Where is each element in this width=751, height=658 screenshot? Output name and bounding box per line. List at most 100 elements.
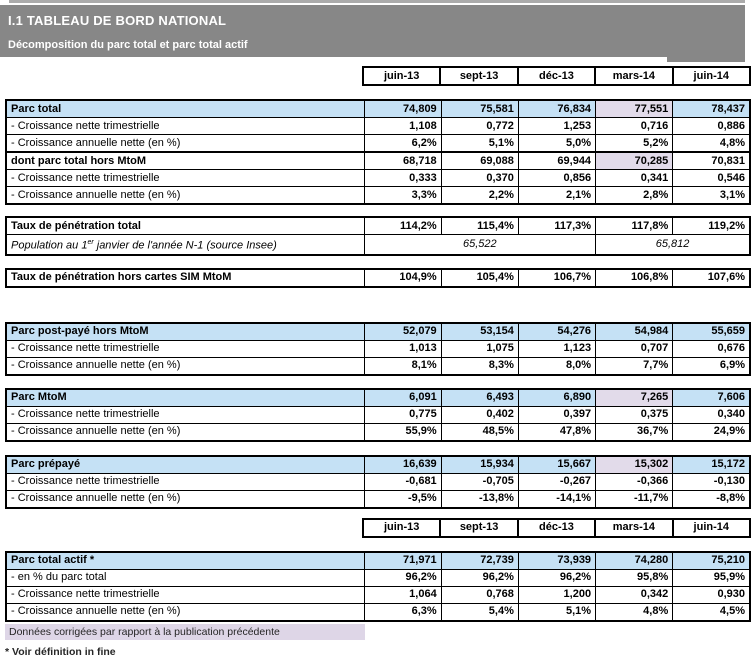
column-header-row-bottom: juin-13 sept-13 déc-13 mars-14 juin-14 bbox=[5, 517, 751, 538]
value-cell: 70,831 bbox=[672, 151, 751, 170]
row-label: Parc post-payé hors MtoM bbox=[5, 322, 365, 341]
value-cell: 5,4% bbox=[440, 602, 519, 622]
table-taux-penetration-hors-mtom: Taux de pénétration hors cartes SIM MtoM… bbox=[5, 267, 751, 288]
row-label: - Croissance annuelle nette (en %) bbox=[5, 134, 365, 153]
value-cell: 96,2% bbox=[517, 568, 597, 587]
value-cell: 107,6% bbox=[672, 268, 751, 288]
value-cell: 15,172 bbox=[672, 455, 751, 474]
value-cell: 53,154 bbox=[440, 322, 519, 341]
value-cell-corrected: 70,285 bbox=[595, 151, 674, 170]
value-cell: 55,659 bbox=[672, 322, 751, 341]
table-row: Taux de pénétration hors cartes SIM MtoM… bbox=[5, 268, 751, 288]
value-cell: 68,718 bbox=[363, 151, 442, 170]
value-cell: 5,1% bbox=[517, 602, 597, 622]
table-row: Population au 1er janvier de l'année N-1… bbox=[5, 233, 751, 256]
value-cell: 1,253 bbox=[517, 117, 597, 135]
value-cell: 96,2% bbox=[440, 568, 519, 587]
value-cell: 69,088 bbox=[440, 151, 519, 170]
value-cell: 1,200 bbox=[517, 585, 597, 604]
value-cell: 0,886 bbox=[672, 117, 751, 135]
column-header: mars-14 bbox=[594, 66, 674, 86]
value-cell: 0,342 bbox=[595, 585, 674, 604]
value-cell: 0,856 bbox=[517, 169, 597, 187]
value-cell: 6,493 bbox=[440, 388, 519, 407]
value-cell: 0,341 bbox=[595, 169, 674, 187]
value-cell: 0,546 bbox=[672, 169, 751, 187]
value-cell: 1,064 bbox=[363, 585, 442, 604]
value-cell: 95,9% bbox=[672, 568, 751, 587]
blank-cell bbox=[5, 67, 363, 85]
value-cell: 72,739 bbox=[440, 551, 519, 570]
value-cell: 71,971 bbox=[363, 551, 442, 570]
table-parc-total-actif: Parc total actif * 71,971 72,739 73,939 … bbox=[5, 550, 751, 622]
row-label: Taux de pénétration hors cartes SIM MtoM bbox=[5, 268, 365, 288]
table-row: - Croissance annuelle nette (en %) -9,5%… bbox=[5, 489, 751, 509]
table-row: Parc post-payé hors MtoM 52,079 53,154 5… bbox=[5, 322, 751, 341]
value-cell: 7,606 bbox=[672, 388, 751, 407]
column-header-row-top: juin-13 sept-13 déc-13 mars-14 juin-14 bbox=[5, 66, 751, 86]
value-cell: 15,667 bbox=[517, 455, 597, 474]
value-cell: 104,9% bbox=[363, 268, 442, 288]
table-row: Parc total 74,809 75,581 76,834 77,551 7… bbox=[5, 99, 751, 118]
value-cell: 24,9% bbox=[672, 422, 751, 442]
table-row: juin-13 sept-13 déc-13 mars-14 juin-14 bbox=[5, 66, 751, 86]
blank-cell bbox=[5, 519, 363, 537]
table-row: Parc MtoM 6,091 6,493 6,890 7,265 7,606 bbox=[5, 388, 751, 407]
table-row: Parc total actif * 71,971 72,739 73,939 … bbox=[5, 551, 751, 570]
value-cell: 6,091 bbox=[363, 388, 442, 407]
value-cell: 119,2% bbox=[672, 216, 751, 235]
value-cell: 0,333 bbox=[363, 169, 442, 187]
row-label: - Croissance nette trimestrielle bbox=[5, 585, 365, 604]
table-row: - Croissance annuelle nette (en %) 3,3% … bbox=[5, 186, 751, 205]
value-cell: 4,5% bbox=[672, 602, 751, 622]
page-title: I.1 TABLEAU DE BORD NATIONAL bbox=[8, 13, 227, 28]
value-cell: -0,267 bbox=[517, 472, 597, 491]
value-cell: 36,7% bbox=[595, 422, 674, 442]
row-label: dont parc total hors MtoM bbox=[5, 151, 365, 170]
value-cell: 6,890 bbox=[517, 388, 597, 407]
table-row: Parc prépayé 16,639 15,934 15,667 15,302… bbox=[5, 455, 751, 474]
table-parc-total: Parc total 74,809 75,581 76,834 77,551 7… bbox=[5, 99, 751, 205]
row-label: - Croissance annuelle nette (en %) bbox=[5, 489, 365, 509]
row-label: Parc MtoM bbox=[5, 388, 365, 407]
value-cell: 114,2% bbox=[363, 216, 442, 235]
value-cell: 0,340 bbox=[672, 405, 751, 424]
value-cell: 54,984 bbox=[595, 322, 674, 341]
value-cell-corrected: 7,265 bbox=[595, 388, 674, 407]
value-cell: 106,8% bbox=[595, 268, 674, 288]
value-cell: 15,934 bbox=[440, 455, 519, 474]
value-cell: 2,8% bbox=[595, 186, 674, 205]
value-cell-merged: 65,522 bbox=[363, 233, 597, 256]
value-cell: 2,1% bbox=[517, 186, 597, 205]
value-cell-corrected: 15,302 bbox=[595, 455, 674, 474]
value-cell: 96,2% bbox=[363, 568, 442, 587]
table-row: juin-13 sept-13 déc-13 mars-14 juin-14 bbox=[5, 517, 751, 538]
page-subtitle: Décomposition du parc total et parc tota… bbox=[8, 39, 248, 51]
column-header: sept-13 bbox=[439, 66, 519, 86]
value-cell: 95,8% bbox=[595, 568, 674, 587]
definition-footnote: * Voir définition in fine bbox=[5, 645, 116, 658]
column-header: juin-13 bbox=[361, 517, 442, 538]
value-cell: 2,2% bbox=[440, 186, 519, 205]
value-cell: 117,8% bbox=[595, 216, 674, 235]
value-cell: 74,280 bbox=[595, 551, 674, 570]
value-cell: 52,079 bbox=[363, 322, 442, 341]
table-row: - Croissance nette trimestrielle 1,013 1… bbox=[5, 339, 751, 358]
value-cell: 0,676 bbox=[672, 339, 751, 358]
value-cell: 76,834 bbox=[517, 99, 597, 118]
table-row: - Croissance nette trimestrielle 0,333 0… bbox=[5, 169, 751, 187]
row-label: - Croissance annuelle nette (en %) bbox=[5, 356, 365, 376]
value-cell: 0,716 bbox=[595, 117, 674, 135]
value-cell: 0,772 bbox=[440, 117, 519, 135]
row-label: - Croissance nette trimestrielle bbox=[5, 405, 365, 424]
column-header: déc-13 bbox=[516, 66, 597, 86]
value-cell: 69,944 bbox=[517, 151, 597, 170]
row-label: - Croissance annuelle nette (en %) bbox=[5, 186, 365, 205]
header-notch bbox=[667, 57, 745, 62]
value-cell: 106,7% bbox=[517, 268, 597, 288]
row-label: - Croissance nette trimestrielle bbox=[5, 339, 365, 358]
value-cell: 47,8% bbox=[517, 422, 597, 442]
value-cell: -0,705 bbox=[440, 472, 519, 491]
value-cell: -11,7% bbox=[595, 489, 674, 509]
report-header: I.1 TABLEAU DE BORD NATIONAL Décompositi… bbox=[0, 5, 745, 62]
